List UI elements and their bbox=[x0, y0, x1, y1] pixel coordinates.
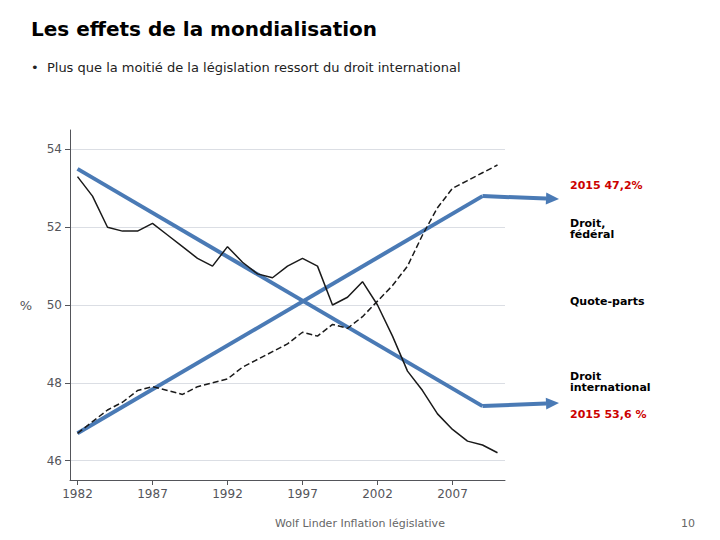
svg-text:Wolf Linder Inflation législat: Wolf Linder Inflation législative bbox=[275, 517, 445, 530]
svg-text:1982: 1982 bbox=[62, 487, 93, 501]
svg-text:2007: 2007 bbox=[437, 487, 468, 501]
svg-text:46: 46 bbox=[47, 454, 62, 468]
svg-text:fédéral: fédéral bbox=[570, 228, 614, 241]
svg-text:50: 50 bbox=[47, 298, 62, 312]
svg-text:%: % bbox=[20, 298, 32, 313]
svg-text:Les effets de la mondialisatio: Les effets de la mondialisation bbox=[31, 17, 377, 41]
svg-text:52: 52 bbox=[47, 220, 62, 234]
svg-text:1997: 1997 bbox=[287, 487, 318, 501]
svg-text:2015 47,2%: 2015 47,2% bbox=[570, 179, 643, 192]
svg-text:1992: 1992 bbox=[212, 487, 243, 501]
svg-text:Droit: Droit bbox=[570, 370, 602, 384]
svg-text:Droit,: Droit, bbox=[570, 217, 606, 231]
svg-text:Quote-parts: Quote-parts bbox=[570, 295, 645, 308]
svg-text:• Plus que la moitié de la lé: • Plus que la moitié de la législation r… bbox=[31, 60, 461, 75]
svg-text:2002: 2002 bbox=[362, 487, 393, 501]
svg-text:1987: 1987 bbox=[137, 487, 168, 501]
svg-text:54: 54 bbox=[47, 142, 62, 156]
svg-text:48: 48 bbox=[47, 376, 62, 390]
svg-text:international: international bbox=[570, 381, 651, 394]
svg-text:10: 10 bbox=[681, 517, 695, 530]
svg-text:2015 53,6 %: 2015 53,6 % bbox=[570, 408, 646, 421]
